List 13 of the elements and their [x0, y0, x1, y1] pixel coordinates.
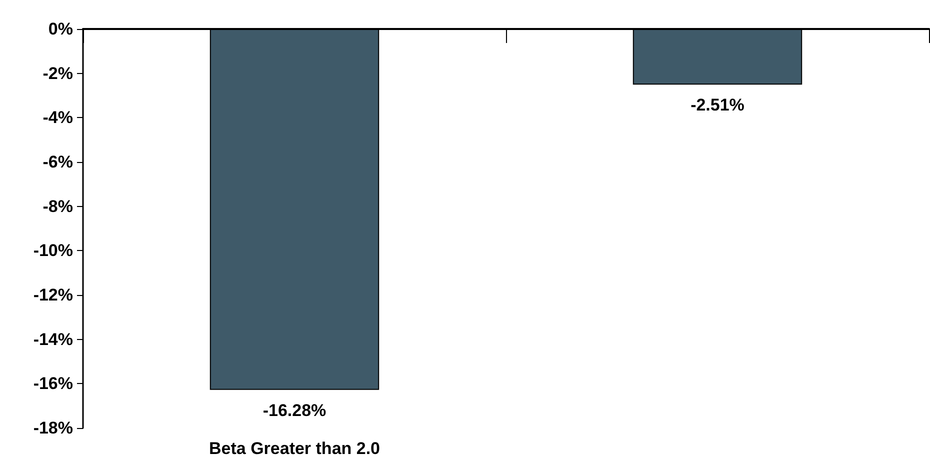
y-tick-label: -18% [33, 418, 73, 438]
y-tick-label: 0% [48, 20, 73, 38]
y-tick-label: -12% [33, 286, 73, 304]
x-tick-label: Beta Greater than 2.0 [208, 439, 380, 458]
y-tick-label: -4% [42, 108, 73, 128]
y-tick-label: -2% [42, 64, 73, 83]
data-label: -2.51% [690, 96, 744, 115]
y-tick-label: -16% [33, 374, 73, 394]
y-tick-label: -14% [33, 330, 73, 349]
y-tick-label: -6% [42, 152, 73, 172]
y-tick-label: -8% [42, 196, 73, 216]
y-tick-label: -10% [33, 241, 73, 260]
data-label: -16.28% [262, 400, 326, 420]
